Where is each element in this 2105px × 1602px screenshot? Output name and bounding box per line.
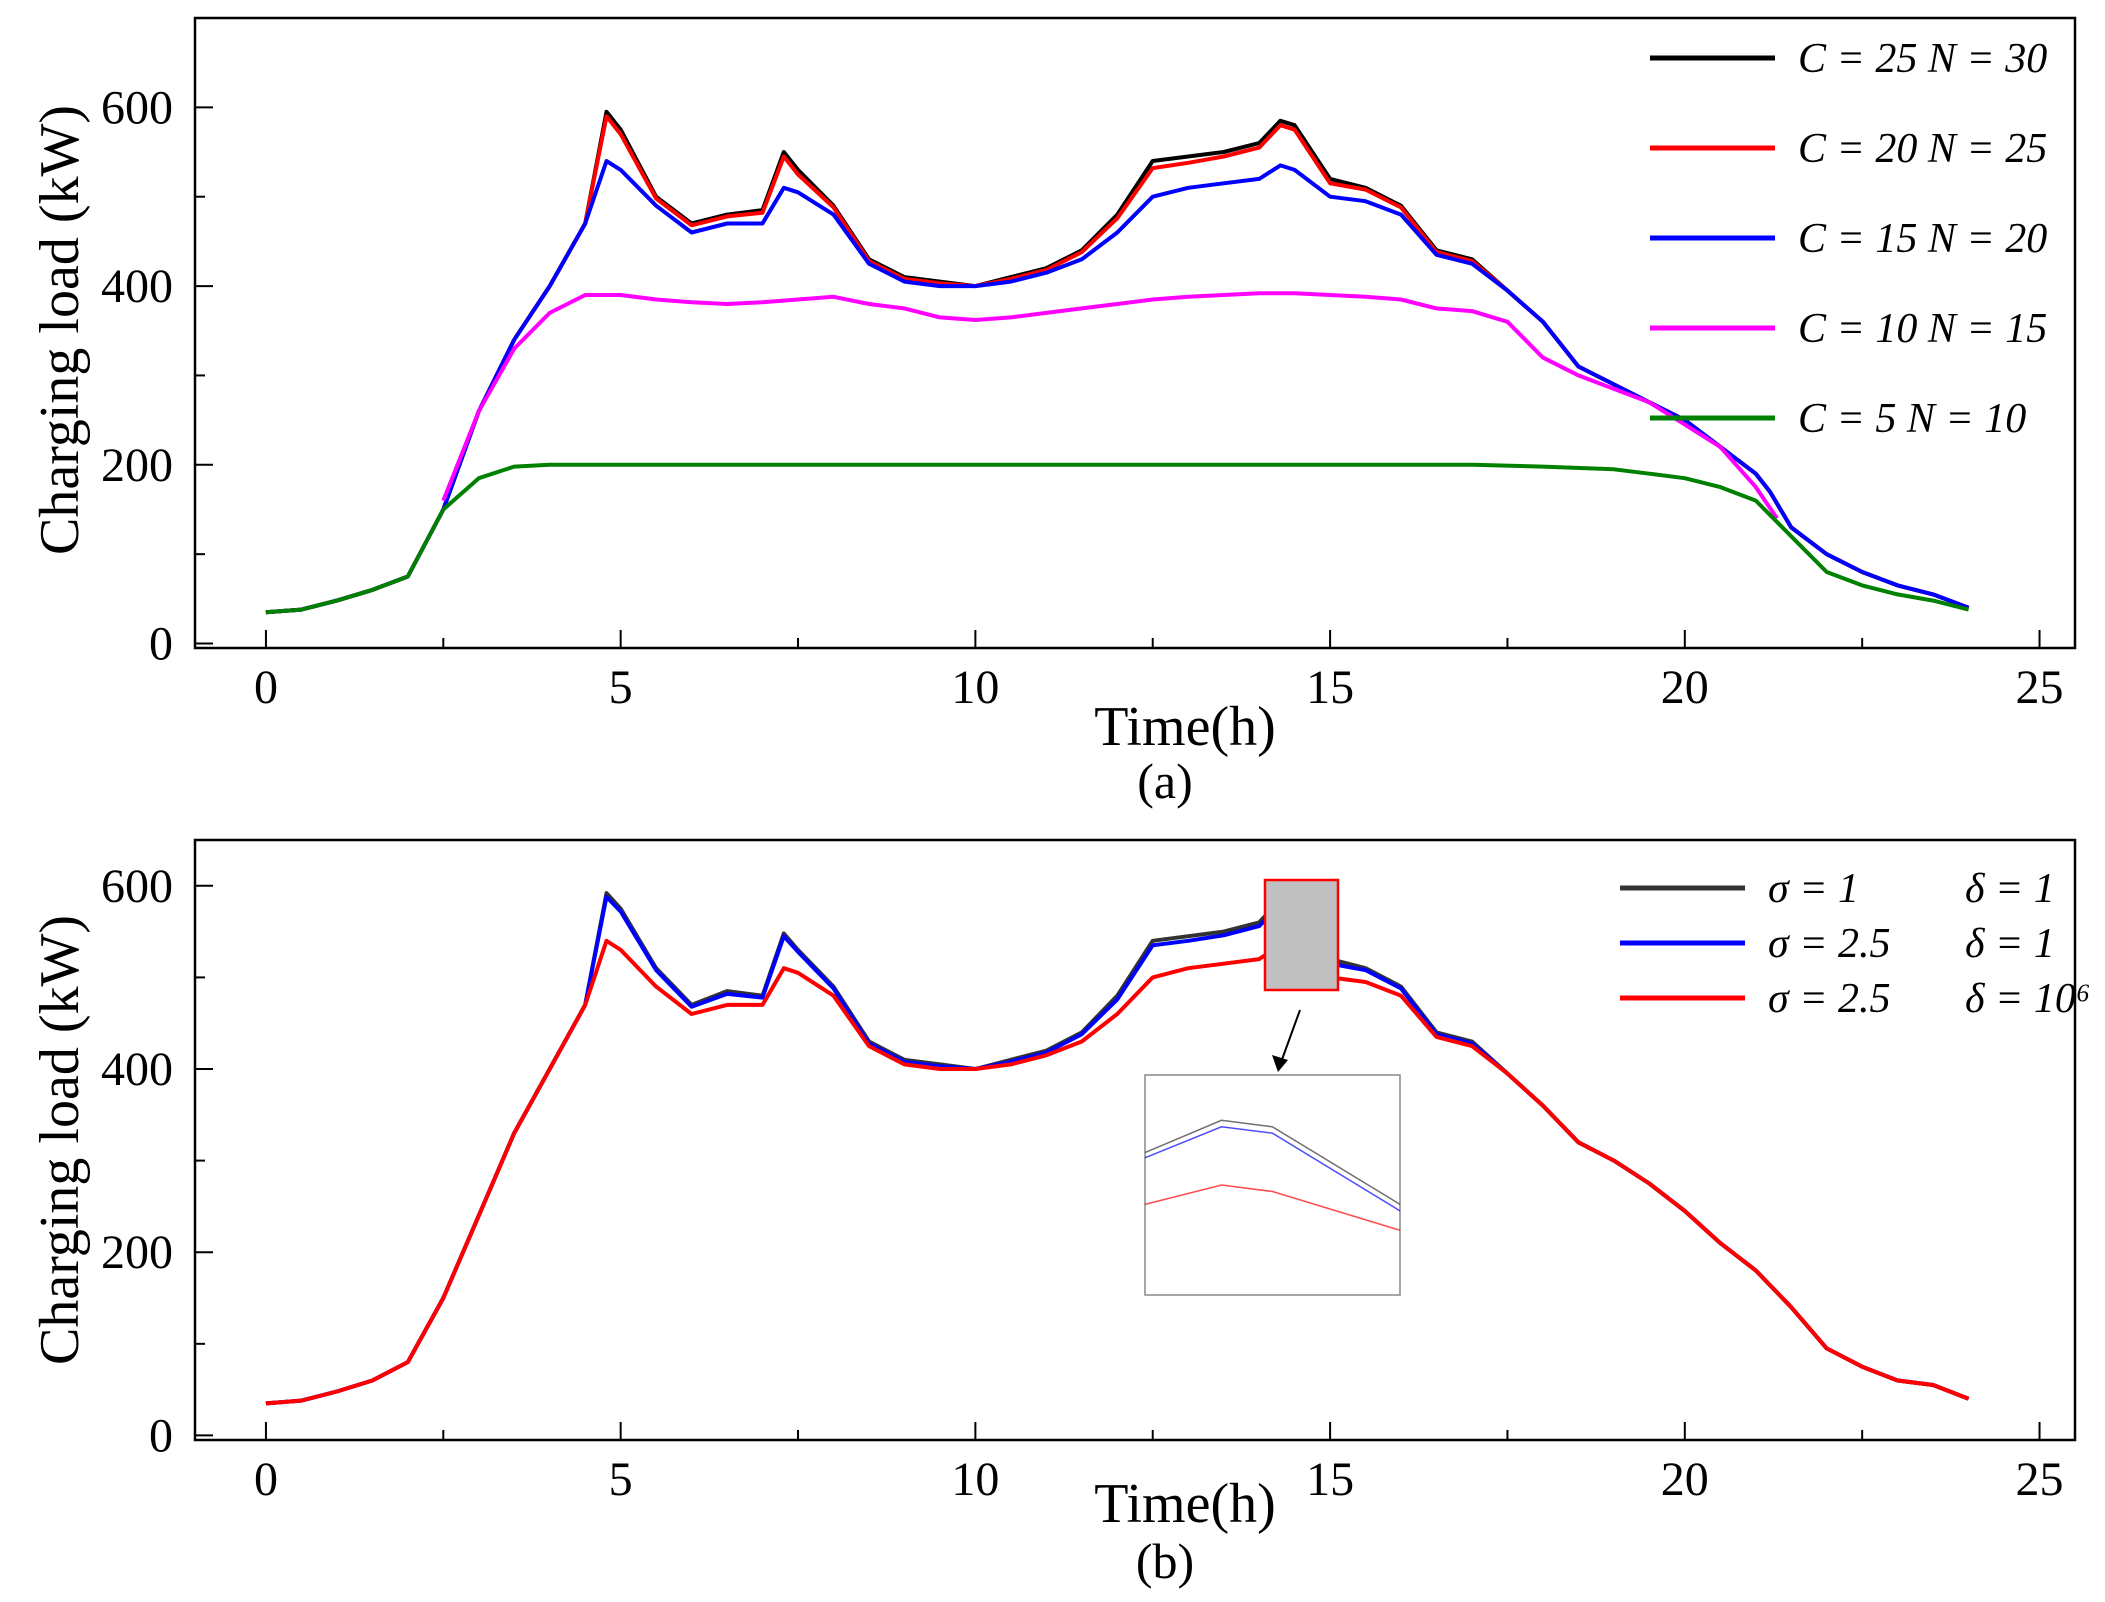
legend-a: C = 25 N = 30 C = 20 N = 25 C = 15 N = 20 C… xyxy=(1650,36,2047,442)
x-axis-label-b: Time(h) xyxy=(1094,1473,1276,1535)
y-tick-label: 200 xyxy=(101,439,173,492)
legend-label: C = 20 N = 25 xyxy=(1798,126,2047,172)
panel-a: 0 5 10 15 20 25 0 200 400 600 Time(h) Charging lo… xyxy=(29,16,2077,809)
axes-a: 0 5 10 15 20 25 0 200 400 600 xyxy=(101,81,2064,714)
series-line-2 xyxy=(265,938,1970,1406)
series-line-1 xyxy=(265,114,1970,615)
caption-b: (b) xyxy=(1136,1533,1194,1589)
series-line-2 xyxy=(265,159,1970,615)
legend-label-delta: δ = 1 xyxy=(1965,921,2055,967)
x-tick-label: 0 xyxy=(254,1453,278,1506)
x-tick-label: 0 xyxy=(254,661,278,714)
legend-label: C = 15 N = 20 xyxy=(1798,216,2047,262)
inset-lines xyxy=(1144,1119,1401,1232)
x-tick-label: 20 xyxy=(1661,661,1709,714)
legend-label-sigma: σ = 1 xyxy=(1768,866,1859,912)
legend-label: C = 25 N = 30 xyxy=(1798,36,2047,82)
inset-zoom xyxy=(1144,878,1401,1296)
plot-frame-a xyxy=(193,16,2077,650)
x-tick-label: 25 xyxy=(2016,1453,2064,1506)
inset-series-line-0 xyxy=(1144,1119,1401,1206)
x-tick-label: 5 xyxy=(609,661,633,714)
caption-a: (a) xyxy=(1137,753,1193,809)
inset-series-line-2 xyxy=(1144,1184,1401,1232)
series-line-0 xyxy=(265,891,1970,1406)
y-tick-label: 400 xyxy=(101,260,173,313)
inset-frame xyxy=(1144,1074,1401,1296)
legend-b: σ = 1 δ = 1 σ = 2.5 δ = 1 σ = 2.5 δ = 10⁶ xyxy=(1620,866,2090,1022)
y-tick-label: 600 xyxy=(101,860,173,913)
panel-b: 0 5 10 15 20 25 0 200 400 600 Time(h) Charging lo… xyxy=(29,838,2090,1589)
series-line-4 xyxy=(265,462,1970,615)
x-axis-label-a: Time(h) xyxy=(1094,696,1276,758)
y-tick-label: 600 xyxy=(101,81,173,134)
inset-series-line-1 xyxy=(1144,1126,1401,1212)
x-tick-label: 10 xyxy=(951,661,999,714)
series-line-0 xyxy=(265,109,1970,615)
y-tick-label: 200 xyxy=(101,1226,173,1279)
y-axis-label-a: Charging load (kW) xyxy=(29,105,91,555)
x-tick-label: 15 xyxy=(1306,1453,1354,1506)
zoom-arrow-head xyxy=(1272,1055,1288,1072)
y-tick-label: 400 xyxy=(101,1043,173,1096)
y-axis-label-b: Charging load (kW) xyxy=(29,915,91,1365)
axes-b: 0 5 10 15 20 25 0 200 400 600 xyxy=(101,860,2064,1506)
x-tick-label: 25 xyxy=(2016,661,2064,714)
zoom-highlight-box xyxy=(1263,878,1340,992)
legend-label: C = 5 N = 10 xyxy=(1798,396,2026,442)
x-tick-label: 15 xyxy=(1306,661,1354,714)
x-tick-label: 20 xyxy=(1661,1453,1709,1506)
legend-label-sigma: σ = 2.5 xyxy=(1768,921,1891,967)
series-line-3 xyxy=(441,291,1779,520)
legend-label-delta: δ = 10⁶ xyxy=(1965,976,2090,1022)
x-tick-label: 10 xyxy=(951,1453,999,1506)
series-lines-b xyxy=(265,891,1970,1406)
x-tick-label: 5 xyxy=(609,1453,633,1506)
legend-label-delta: δ = 1 xyxy=(1965,866,2055,912)
series-line-1 xyxy=(265,894,1970,1406)
y-tick-label: 0 xyxy=(149,618,173,671)
legend-label: C = 10 N = 15 xyxy=(1798,306,2047,352)
plot-frame-b xyxy=(193,838,2077,1442)
y-tick-label: 0 xyxy=(149,1409,173,1462)
legend-label-sigma: σ = 2.5 xyxy=(1768,976,1891,1022)
zoom-arrow xyxy=(1279,1009,1301,1066)
series-lines-a xyxy=(265,109,1970,615)
